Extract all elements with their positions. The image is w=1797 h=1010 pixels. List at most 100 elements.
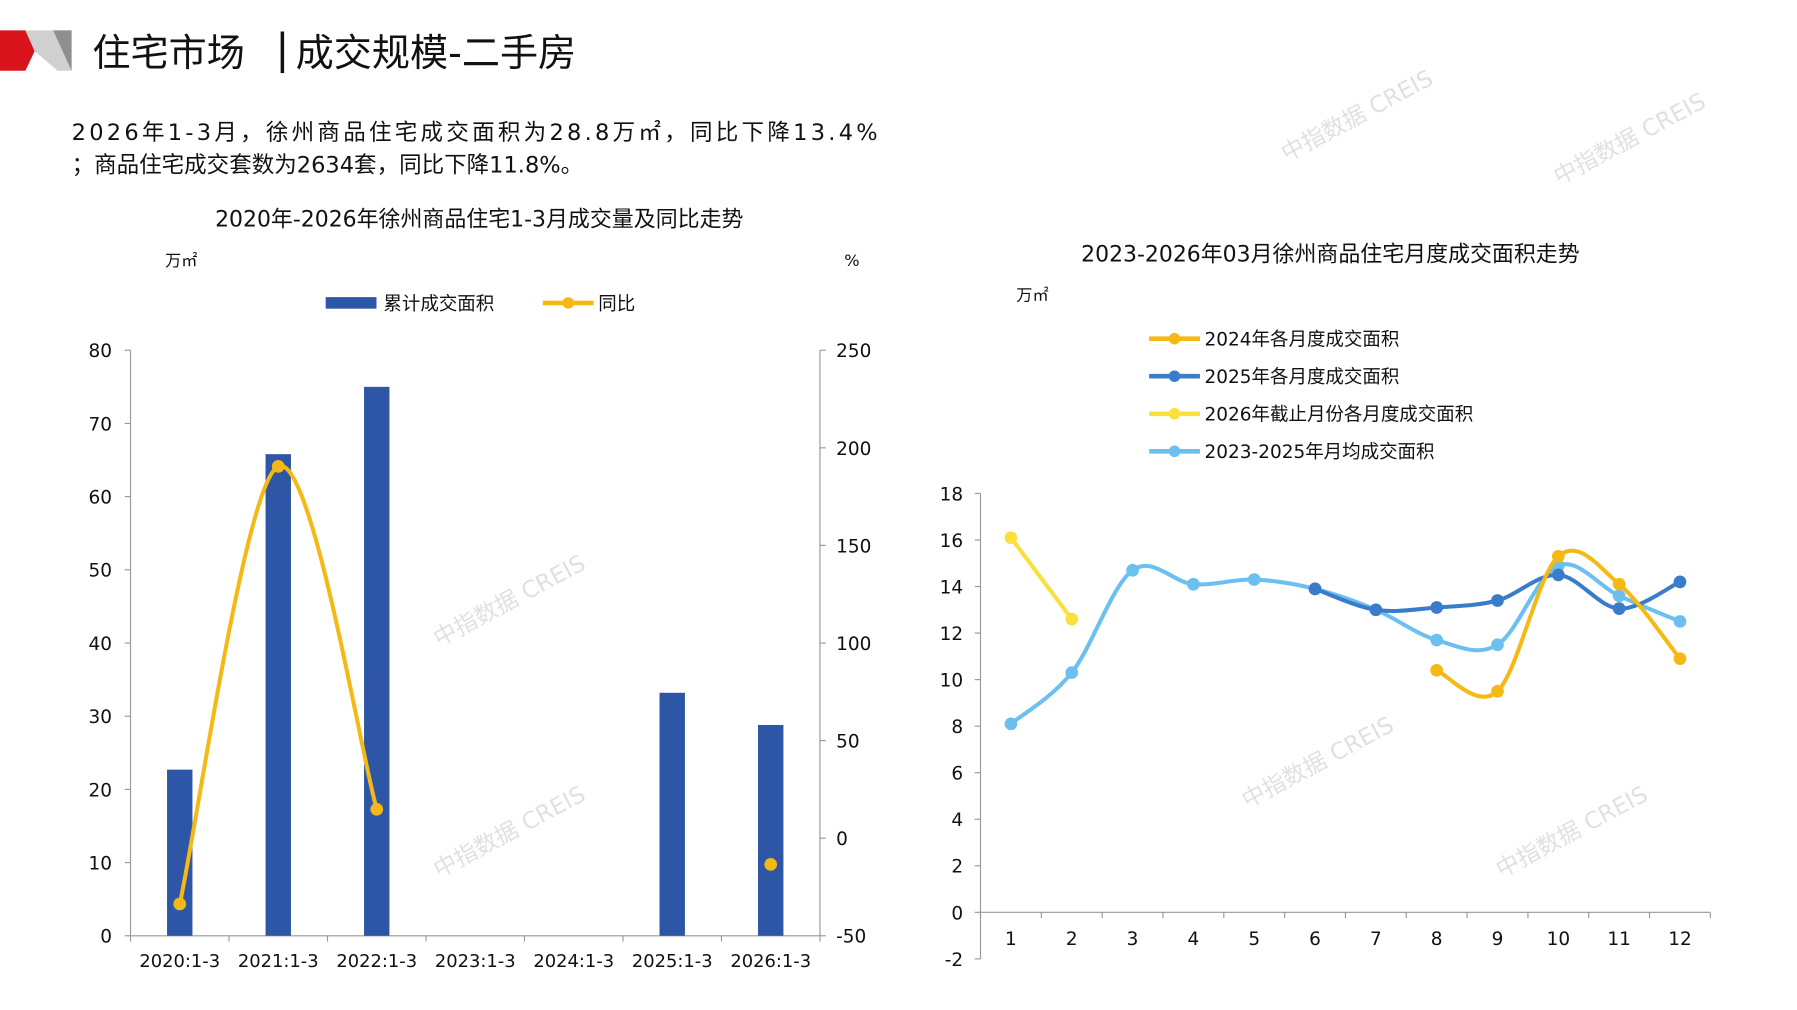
series-point	[1430, 633, 1444, 647]
series-point	[1673, 615, 1687, 628]
legend-marker-line	[562, 297, 574, 309]
y2-tick-label: 0	[836, 829, 848, 850]
series-point	[1187, 577, 1200, 591]
y-tick-label: 30	[89, 707, 113, 728]
series-point	[1004, 531, 1018, 545]
x-tick-label: 5	[1248, 929, 1260, 950]
watermark: 中指数据 CREIS	[1492, 782, 1652, 884]
line-chart: 2023-2026年03月徐州商品住宅月度成交面积走势 万㎡ 2024年各月度成…	[940, 242, 1711, 971]
x-tick-label: 9	[1492, 929, 1504, 950]
x-tick-label: 2024:1-3	[533, 951, 614, 972]
y-tick-label: 50	[89, 561, 113, 582]
watermark: 中指数据 CREIS	[429, 551, 589, 653]
chart2-ylabel: 万㎡	[1016, 286, 1048, 305]
y-tick-label: 14	[940, 577, 964, 598]
series-point	[1430, 663, 1444, 677]
y-tick-label: 60	[89, 488, 113, 509]
series-point	[1247, 573, 1261, 586]
legend-label: 2023-2025年月均成交面积	[1205, 442, 1435, 463]
y-tick-label: 0	[100, 927, 112, 948]
series-point	[1491, 638, 1504, 652]
x-tick-label: 11	[1607, 929, 1631, 950]
yoy-point	[271, 460, 285, 473]
y-tick-label: 10	[89, 854, 113, 875]
x-tick-label: 4	[1187, 929, 1199, 950]
y2-tick-label: 100	[836, 634, 871, 655]
y-tick-label: 0	[951, 903, 963, 924]
bar	[659, 692, 685, 936]
y2-tick-label: 250	[836, 341, 871, 362]
y-tick-label: 80	[89, 341, 113, 362]
x-tick-label: 2023:1-3	[435, 951, 516, 972]
page-title-right: 成交规模-二手房	[296, 31, 577, 75]
y-tick-label: 20	[89, 780, 113, 801]
brand-logo	[0, 30, 72, 71]
chart1-ylabel: 万㎡	[165, 251, 197, 270]
legend-label: 2026年截止月份各月度成交面积	[1205, 405, 1474, 426]
bar	[364, 386, 390, 936]
series-line	[1009, 536, 1074, 621]
series-point	[1673, 575, 1687, 589]
series-point	[1551, 549, 1565, 563]
legend-label: 2025年各月度成交面积	[1205, 367, 1400, 388]
x-tick-label: 2020:1-3	[139, 951, 220, 972]
yoy-point	[173, 897, 187, 911]
y-tick-label: 70	[89, 414, 113, 435]
series-line	[1009, 562, 1681, 726]
series-point	[1126, 563, 1139, 577]
x-tick-label: 2	[1066, 929, 1078, 950]
y-tick-label: -2	[945, 950, 963, 971]
y-tick-label: 40	[89, 634, 113, 655]
series-point	[1491, 684, 1504, 698]
y-tick-label: 18	[940, 484, 964, 505]
title-divider	[280, 31, 285, 74]
x-tick-label: 10	[1547, 929, 1571, 950]
x-tick-label: 2022:1-3	[336, 951, 417, 972]
y-tick-label: 12	[940, 624, 964, 645]
y-tick-label: 2	[951, 857, 963, 878]
y-tick-label: 6	[951, 764, 963, 785]
watermark: 中指数据 CREIS	[1277, 66, 1437, 168]
series-point	[1612, 577, 1626, 591]
legend-label-bar: 累计成交面积	[383, 294, 494, 315]
bar-line-chart: 2020年-2026年徐州商品住宅1-3月成交量及同比走势 万㎡ % 累计成交面…	[89, 208, 872, 972]
summary-line-2: ；商品住宅成交套数为2634套，同比下降11.8%。	[72, 152, 584, 178]
series-point	[1673, 652, 1687, 666]
legend-marker	[1168, 445, 1181, 458]
x-tick-label: 8	[1431, 929, 1443, 950]
series-point	[1004, 717, 1018, 731]
y2-tick-label: 50	[836, 732, 860, 753]
y-tick-label: 16	[940, 531, 964, 552]
y2-tick-label: 200	[836, 439, 871, 460]
bar	[265, 454, 291, 936]
y-tick-label: 4	[951, 810, 963, 831]
legend-marker	[1168, 370, 1181, 383]
watermark: 中指数据 CREIS	[1550, 89, 1710, 191]
yoy-point	[764, 857, 778, 871]
series-point	[1612, 602, 1626, 615]
x-tick-label: 3	[1127, 929, 1139, 950]
x-tick-label: 7	[1370, 929, 1382, 950]
x-tick-label: 12	[1668, 929, 1692, 950]
legend-label-line: 同比	[598, 294, 635, 315]
chart1-y2label: %	[844, 251, 859, 270]
y-tick-label: 10	[940, 671, 964, 692]
series-point	[1369, 603, 1383, 617]
chart1-legend: 累计成交面积 同比	[325, 294, 635, 315]
legend-swatch-bar	[325, 297, 377, 309]
summary-line-1: 2026年1-3月，徐州商品住宅成交面积为28.8万㎡，同比下降13.4%	[72, 120, 878, 146]
legend-marker	[1168, 332, 1181, 345]
legend-marker	[1168, 407, 1181, 420]
series-point	[1065, 612, 1079, 626]
series-point	[1430, 601, 1444, 614]
bar	[758, 724, 784, 936]
y2-tick-label: 150	[836, 536, 871, 557]
x-tick-label: 2025:1-3	[632, 951, 713, 972]
series-point	[1308, 582, 1322, 596]
x-tick-label: 2021:1-3	[238, 951, 319, 972]
page-title-left: 住宅市场	[92, 31, 244, 75]
watermarks: 中指数据 CREIS 中指数据 CREIS 中指数据 CREIS 中指数据 CREIS…	[429, 66, 1710, 884]
chart2-legend: 2024年各月度成交面积 2025年各月度成交面积 2026年截止月份各月度成交面积…	[1149, 330, 1474, 463]
legend-label: 2024年各月度成交面积	[1205, 330, 1400, 351]
